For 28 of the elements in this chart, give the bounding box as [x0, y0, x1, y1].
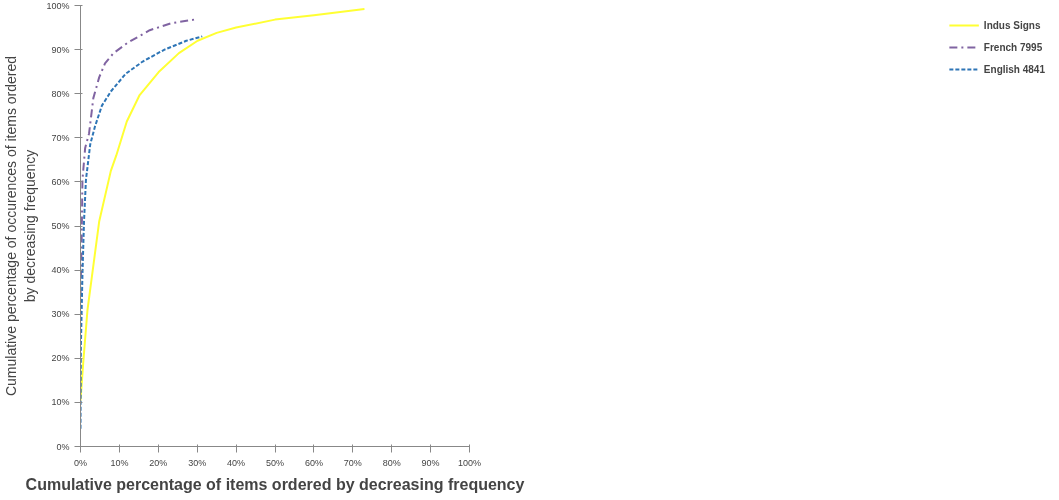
x-axis-title: Cumulative percentage of items ordered by decreasing frequency [25, 475, 525, 493]
y-tick-label: 60% [51, 176, 70, 187]
x-tick-label: 50% [265, 457, 285, 468]
legend-label: Indus Signs [983, 19, 1041, 31]
legend-label: English 4841 [983, 63, 1045, 75]
x-tick-label: 20% [149, 457, 168, 468]
y-tick-label: 50% [51, 221, 70, 231]
y-tick-label: 90% [51, 44, 70, 55]
y-tick-label: 70% [51, 132, 70, 143]
y-tick-label: 10% [51, 397, 70, 408]
legend-label: French 7995 [983, 41, 1043, 53]
x-tick-label: 40% [227, 457, 246, 468]
x-tick-label: 10% [110, 457, 129, 468]
x-tick-label: 70% [343, 457, 362, 468]
x-tick-label: 60% [304, 457, 323, 468]
x-tick-label: 80% [382, 457, 401, 468]
x-tick-label: 0% [74, 457, 88, 468]
y-axis-title: Cumulative percentage of occurences of items ordered by decreasing frequency [3, 55, 39, 397]
y-tick-label: 30% [51, 309, 70, 320]
x-tick-label: 100% [457, 457, 482, 468]
y-tick-label: 40% [51, 265, 70, 276]
line-series [80, 8, 366, 402]
y-tick-label: 0% [56, 441, 70, 452]
y-tick-label: 80% [51, 88, 70, 99]
x-tick-label: 30% [188, 457, 207, 468]
y-tick-label: 20% [51, 353, 70, 364]
x-tick-label: 90% [421, 457, 440, 468]
y-tick-label: 100% [46, 0, 70, 11]
